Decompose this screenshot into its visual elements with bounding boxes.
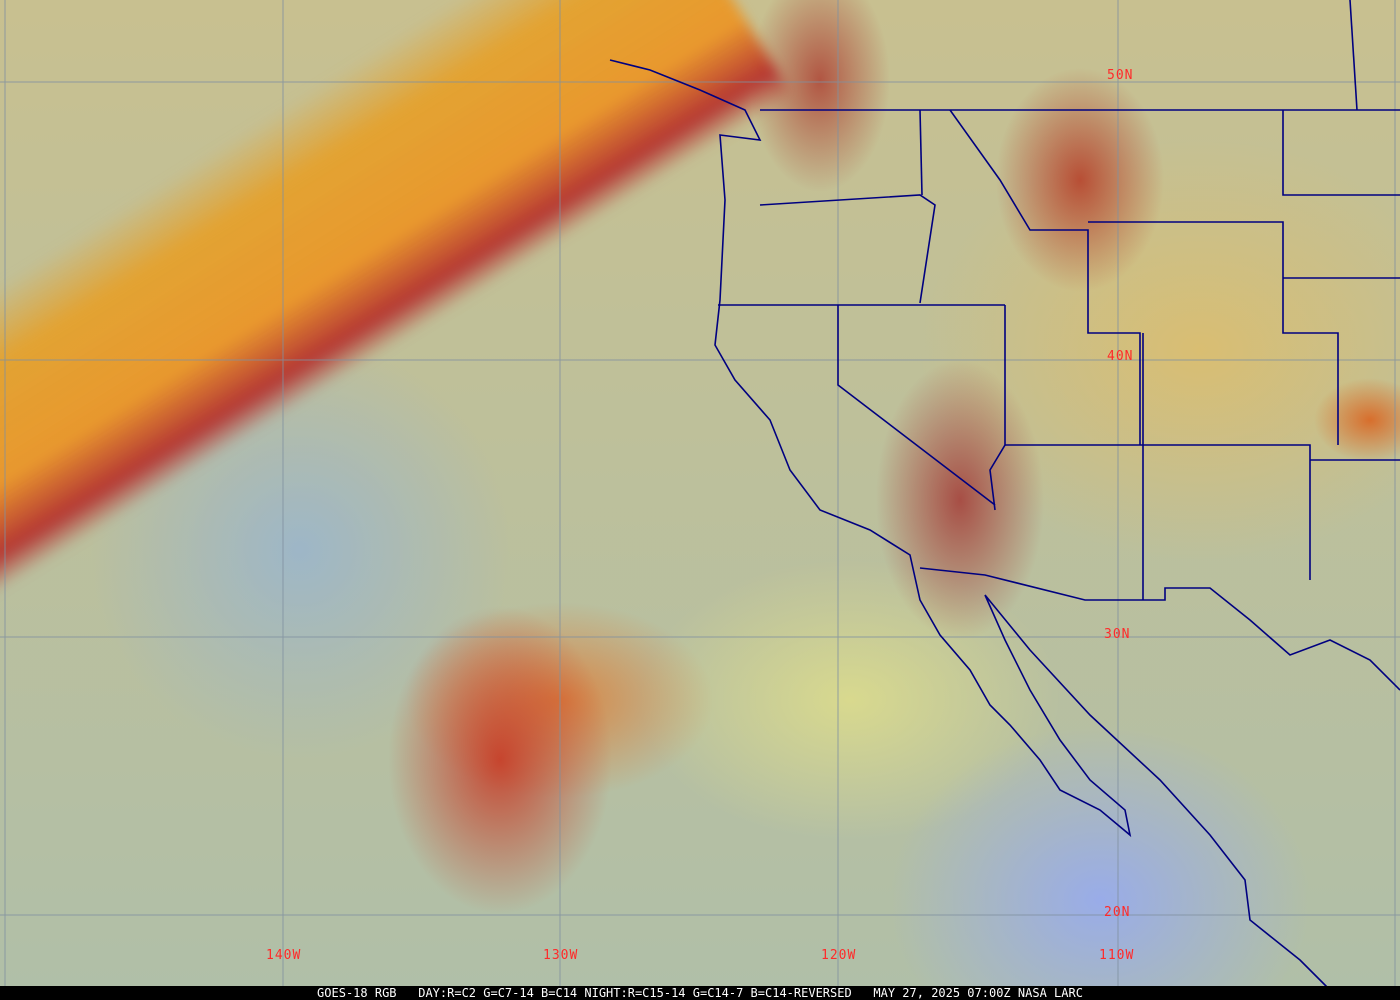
lat-label-40n: 40N	[1107, 349, 1134, 364]
lon-label-120w: 120W	[821, 948, 857, 963]
lon-label-140w: 140W	[266, 948, 302, 963]
sd-border	[1349, 0, 1358, 111]
wa-id-border	[919, 109, 923, 196]
caption-recipe: DAY:R=C2 G=C7-14 B=C14 NIGHT:R=C15-14 G=…	[418, 986, 852, 1000]
wy-border	[1088, 221, 1339, 445]
coastline	[609, 59, 1331, 991]
id-mt-border	[949, 109, 1141, 445]
lon-label-130w: 130W	[543, 948, 579, 963]
caption-satellite: GOES-18 RGB	[317, 986, 397, 1000]
lon-label-110w: 110W	[1099, 948, 1135, 963]
boundaries	[609, 0, 1400, 991]
lat-label-20n: 20N	[1104, 905, 1131, 920]
us-mexico-border	[919, 567, 1400, 691]
lat-label-30n: 30N	[1104, 627, 1131, 642]
image-caption: GOES-18 RGB DAY:R=C2 G=C7-14 B=C14 NIGHT…	[0, 986, 1400, 1000]
nv-ut-border	[989, 305, 1006, 511]
ca-nv-border	[837, 305, 996, 506]
lat-label-50n: 50N	[1107, 68, 1134, 83]
caption-timestamp: MAY 27, 2025 07:00Z	[873, 986, 1011, 1000]
ut-az-border	[1005, 444, 1311, 580]
mt-nd-border	[1282, 110, 1400, 196]
caption-credit: NASA LARC	[1017, 986, 1083, 1000]
wa-or-border	[759, 194, 936, 304]
